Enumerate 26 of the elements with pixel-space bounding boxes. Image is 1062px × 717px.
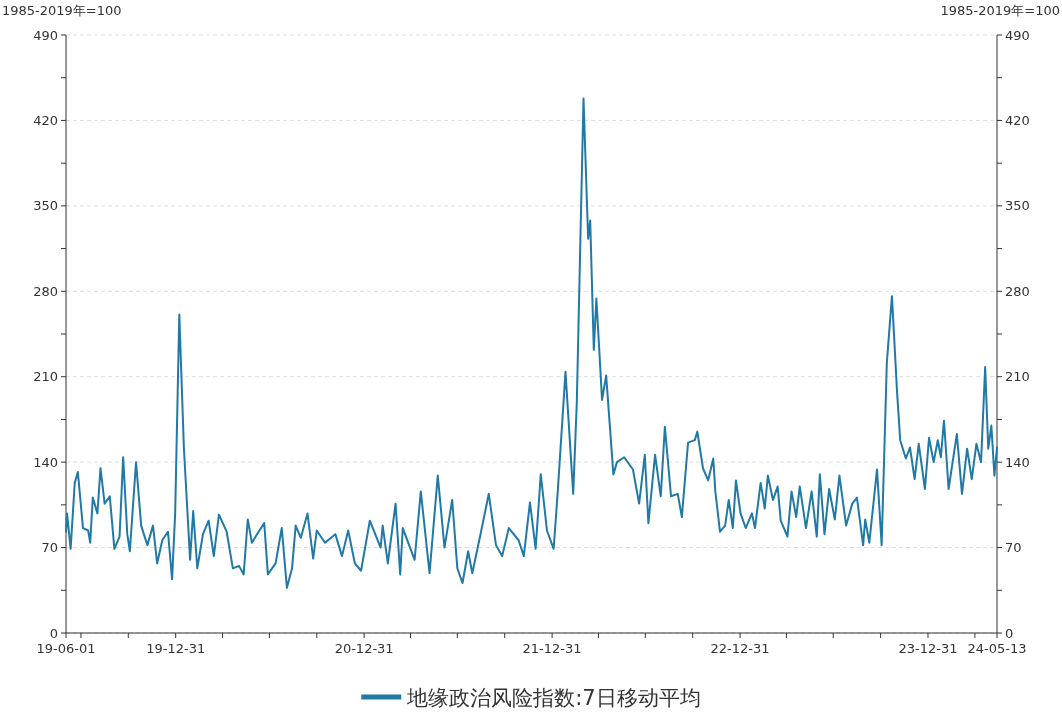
x-tick-label: 19-06-01 <box>36 641 96 656</box>
y2-tick-label: 140 <box>1005 454 1030 470</box>
y-tick-label: 350 <box>33 198 58 214</box>
x-tick-label: 19-12-31 <box>146 641 206 656</box>
y2-tick-label: 420 <box>1005 112 1030 128</box>
y-tick-label: 210 <box>33 369 58 385</box>
y2-tick-label: 70 <box>1005 540 1022 556</box>
y-axis-title: 1985-2019年=100 <box>2 3 122 18</box>
y-tick-label: 70 <box>41 540 58 556</box>
x-tick-label: 20-12-31 <box>334 641 394 656</box>
x-tick-label: 21-12-31 <box>522 641 582 656</box>
y-tick-label: 140 <box>33 454 58 470</box>
y2-axis-title: 1985-2019年=100 <box>940 3 1060 18</box>
x-tick-label: 22-12-31 <box>710 641 770 656</box>
legend: 地缘政治风险指数:7日移动平均 <box>361 686 701 710</box>
x-tick-label: 23-12-31 <box>898 641 958 656</box>
y-tick-label: 420 <box>33 112 58 128</box>
y2-tick-label: 490 <box>1005 27 1030 43</box>
x-tick-label: 24-05-13 <box>967 641 1027 656</box>
y2-tick-label: 210 <box>1005 369 1030 385</box>
y2-tick-label: 350 <box>1005 198 1030 214</box>
y-tick-label: 490 <box>33 27 58 43</box>
y-tick-label: 280 <box>33 283 58 299</box>
y-tick-label: 0 <box>49 625 58 641</box>
y2-tick-label: 0 <box>1005 625 1014 641</box>
y2-tick-label: 280 <box>1005 283 1030 299</box>
